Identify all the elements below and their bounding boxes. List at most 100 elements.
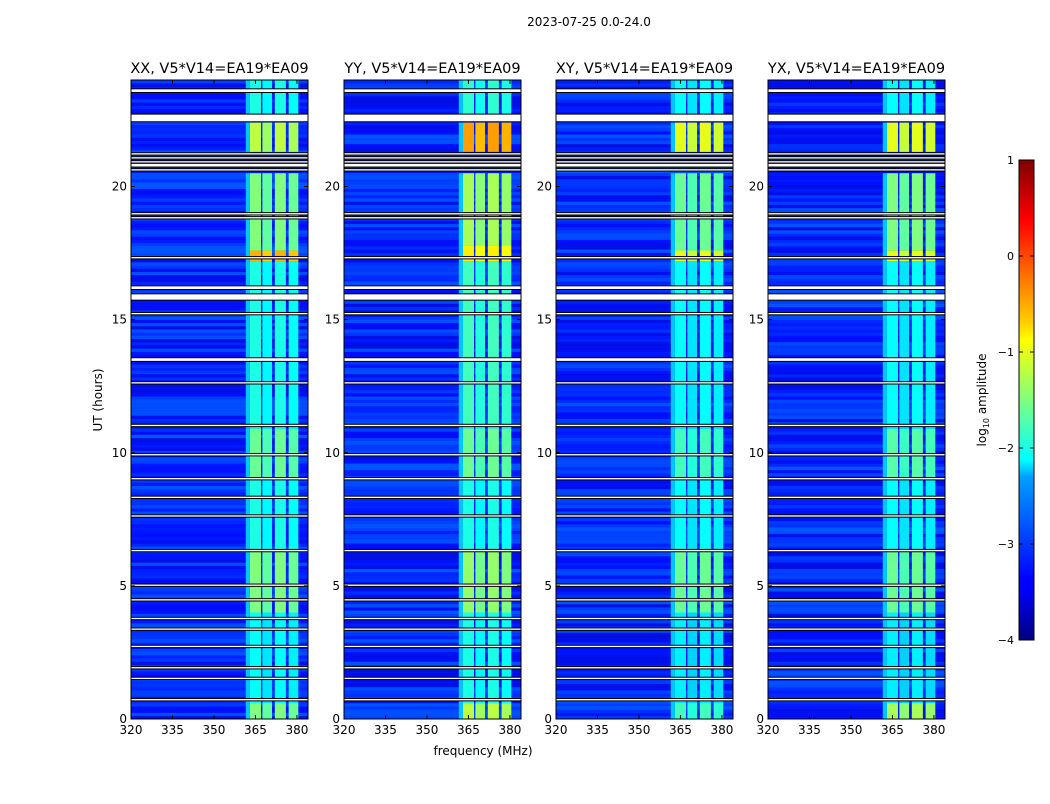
heatmap-row xyxy=(344,124,521,129)
heatmap-row xyxy=(768,409,945,413)
heatmap-row xyxy=(131,552,308,557)
flagged-gap xyxy=(131,163,308,167)
heatmap-row xyxy=(556,460,733,464)
heatmap-row xyxy=(556,393,733,397)
heatmap-row xyxy=(131,300,308,304)
x-axis-label: frequency (MHz) xyxy=(433,744,532,758)
y-tick-label: 0 xyxy=(544,712,552,726)
heatmap-row xyxy=(768,124,945,129)
heatmap-cell xyxy=(886,80,898,115)
heatmap-row xyxy=(344,281,521,285)
heatmap-row xyxy=(768,92,945,97)
heatmap-row xyxy=(131,671,308,675)
heatmap-row xyxy=(131,572,308,576)
heatmap-cell xyxy=(458,703,463,719)
heatmap-cell xyxy=(245,80,250,115)
heatmap-row xyxy=(768,613,945,618)
heatmap-row xyxy=(768,415,945,419)
figure-title: 2023-07-25 0.0-24.0 xyxy=(527,15,651,29)
heatmap-cell xyxy=(886,261,898,429)
heatmap-row xyxy=(344,393,521,397)
heatmap-row xyxy=(131,655,308,659)
heatmap-row xyxy=(556,658,733,662)
heatmap-row xyxy=(344,450,521,455)
heatmap-row xyxy=(556,610,733,614)
heatmap-row xyxy=(556,389,733,394)
heatmap-row xyxy=(556,508,733,512)
heatmap-row xyxy=(556,127,733,132)
heatmap-row xyxy=(768,594,945,598)
heatmap-row xyxy=(556,364,733,368)
heatmap-row xyxy=(344,195,521,199)
heatmap-row xyxy=(131,121,308,126)
heatmap-row xyxy=(556,485,733,490)
heatmap-row xyxy=(131,185,308,189)
colorbar-tick-label: −4 xyxy=(998,634,1014,647)
flagged-gap xyxy=(556,584,733,586)
heatmap-row xyxy=(131,619,308,624)
heatmap-row xyxy=(131,338,308,343)
heatmap-row xyxy=(768,642,945,646)
heatmap-cell xyxy=(882,173,887,251)
heatmap-row xyxy=(556,258,733,263)
heatmap-cell xyxy=(699,548,711,613)
heatmap-cell xyxy=(713,80,724,115)
flagged-gap xyxy=(556,617,733,620)
heatmap-row xyxy=(768,319,945,324)
heatmap-row xyxy=(344,591,521,595)
heatmap-row xyxy=(131,575,308,579)
heatmap-row xyxy=(556,185,733,189)
flagged-gap xyxy=(768,628,945,630)
heatmap-row xyxy=(556,690,733,694)
heatmap-cell xyxy=(674,80,686,115)
heatmap-row xyxy=(131,709,308,713)
heatmap-row xyxy=(131,450,308,455)
panel-xx: XX, V5*V14=EA19*EA09 320 335 350 365 380 0 5 10 1… xyxy=(112,61,309,737)
flagged-gap xyxy=(344,424,521,427)
heatmap-cell xyxy=(899,703,910,719)
heatmap-row xyxy=(131,147,308,151)
heatmap-row xyxy=(768,361,945,365)
heatmap-row xyxy=(131,431,308,435)
heatmap-row xyxy=(344,687,521,691)
heatmap-cell xyxy=(899,548,910,613)
heatmap-row xyxy=(344,693,521,697)
heatmap-row xyxy=(344,635,521,640)
heatmap-row xyxy=(131,536,308,541)
heatmap-row xyxy=(768,517,945,522)
flagged-gap xyxy=(131,478,308,480)
heatmap-cell xyxy=(674,548,686,613)
heatmap-row xyxy=(556,121,733,126)
heatmap-cell xyxy=(911,612,923,704)
heatmap-cell xyxy=(462,479,474,549)
heatmap-row xyxy=(131,661,308,665)
heatmap-row xyxy=(556,607,733,611)
heatmap-row xyxy=(768,431,945,435)
heatmap-cell xyxy=(245,173,250,251)
heatmap-row xyxy=(131,354,308,359)
heatmap-row xyxy=(768,434,945,439)
x-tick-label: 350 xyxy=(840,723,863,737)
heatmap-cell xyxy=(487,479,499,549)
heatmap-row xyxy=(131,140,308,145)
heatmap-row xyxy=(131,86,308,90)
heatmap-row xyxy=(556,166,733,170)
flagged-gap xyxy=(768,667,945,669)
heatmap-row xyxy=(768,635,945,640)
heatmap-row xyxy=(131,274,308,279)
heatmap-row xyxy=(344,121,521,126)
heatmap-row xyxy=(344,651,521,656)
heatmap-row xyxy=(344,351,521,356)
heatmap-row xyxy=(768,303,945,308)
flagged-gap xyxy=(344,89,521,92)
heatmap-row xyxy=(344,642,521,646)
heatmap-cell xyxy=(911,80,923,115)
heatmap-row xyxy=(344,709,521,713)
heatmap-cell xyxy=(245,479,250,549)
heatmap-cell xyxy=(899,479,910,549)
heatmap-cell xyxy=(249,548,261,613)
heatmap-row xyxy=(344,326,521,330)
flagged-gap xyxy=(131,217,308,219)
heatmap-cell xyxy=(925,548,936,613)
heatmap-row xyxy=(131,105,308,110)
